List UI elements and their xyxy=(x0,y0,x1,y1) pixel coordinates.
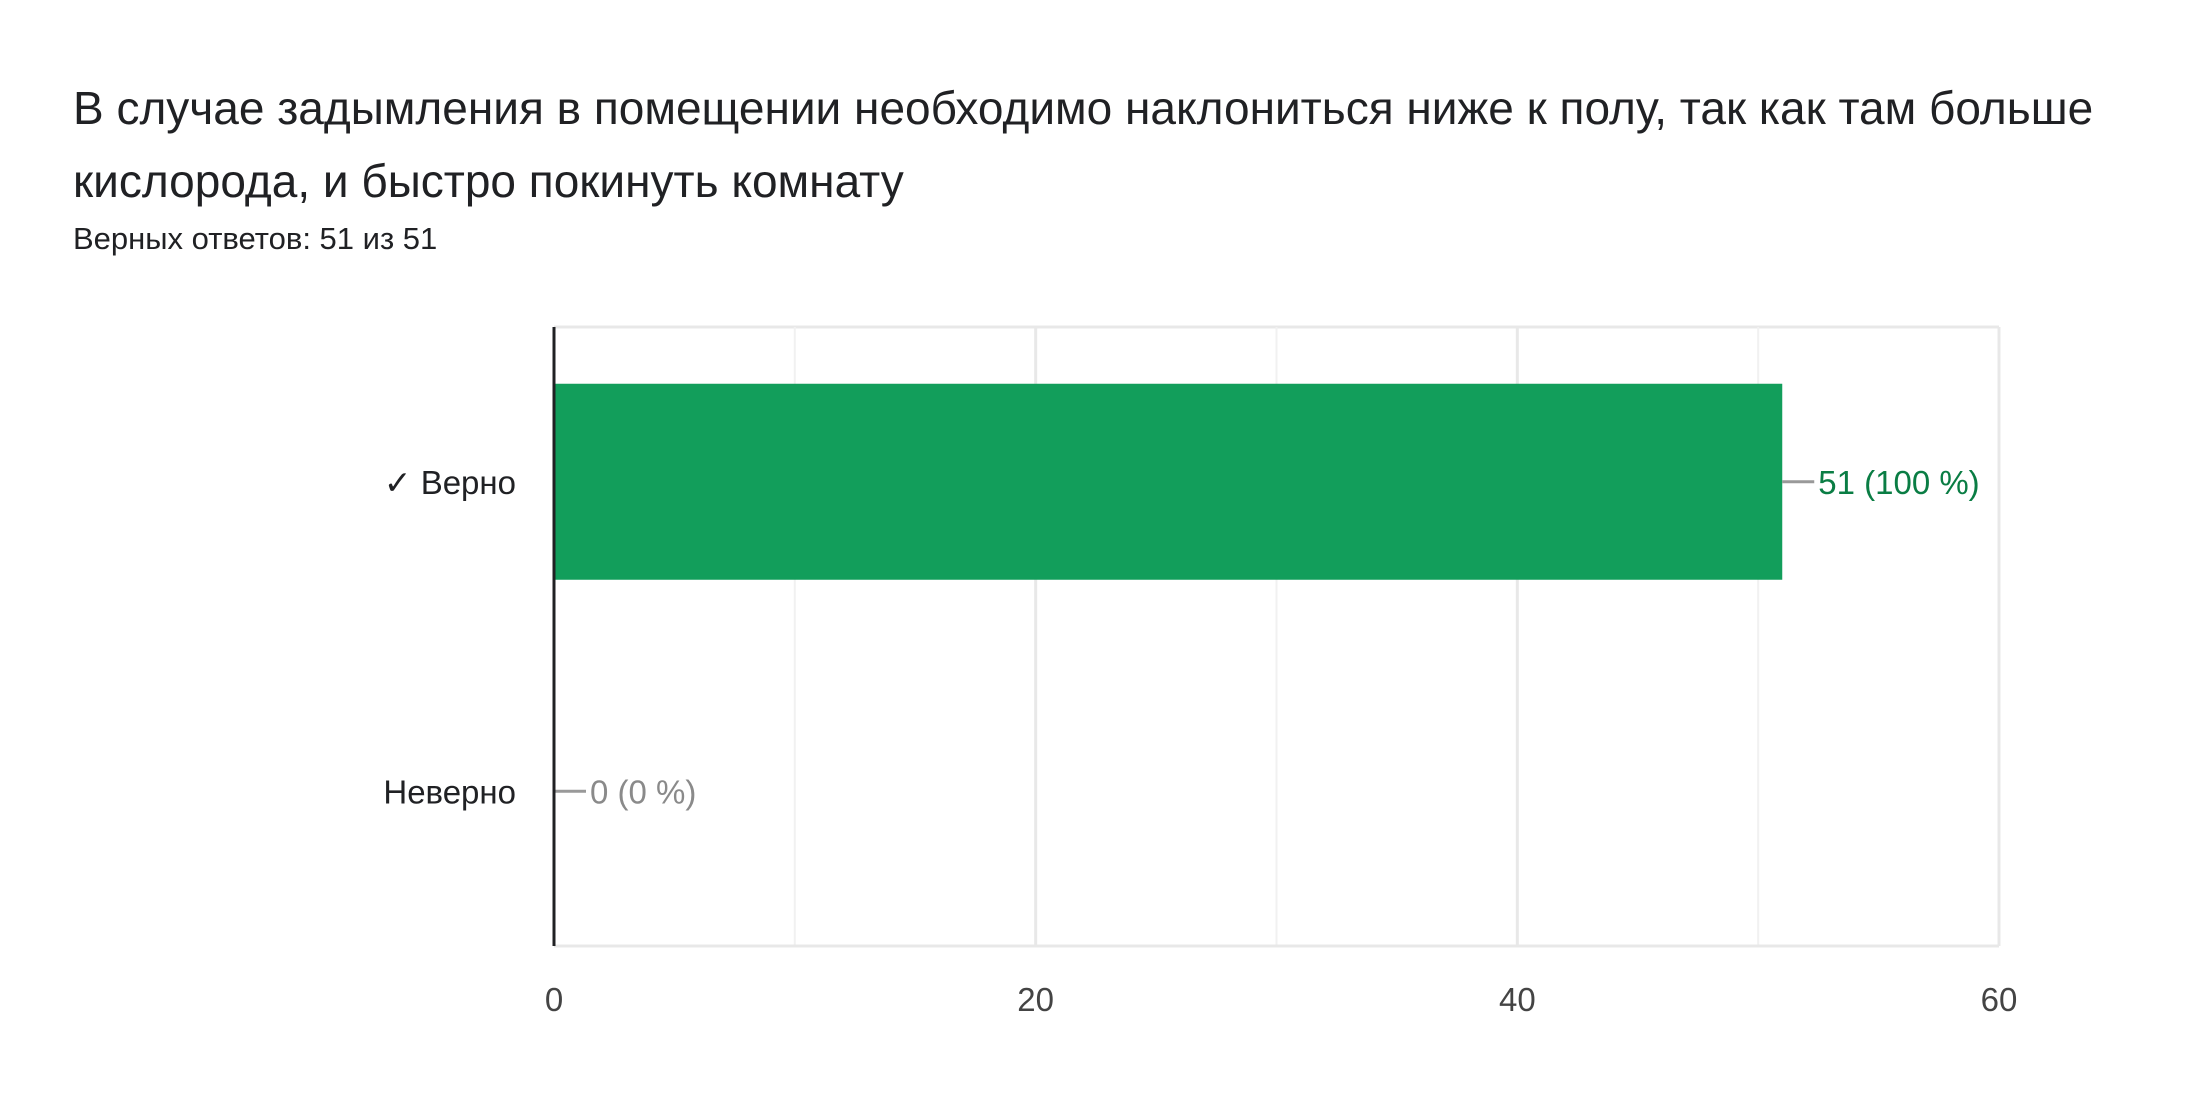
x-tick-label: 60 xyxy=(1981,981,2018,1018)
data-label: 51 (100 %) xyxy=(1818,464,1979,501)
score-summary: Верных ответов: 51 из 51 xyxy=(73,221,438,256)
bar xyxy=(554,383,1783,580)
category-label: Неверно xyxy=(383,773,516,810)
x-tick-label: 40 xyxy=(1499,981,1536,1018)
x-tick-label: 20 xyxy=(1017,981,1054,1018)
category-label: ✓ Верно xyxy=(384,464,516,501)
x-tick-label: 0 xyxy=(545,981,563,1018)
data-label: 0 (0 %) xyxy=(590,773,696,810)
question-title: В случае задымления в помещении необходи… xyxy=(73,82,2094,207)
